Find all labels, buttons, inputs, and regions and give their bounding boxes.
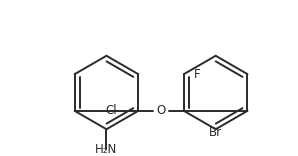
- Text: F: F: [193, 68, 200, 81]
- Text: H₂N: H₂N: [95, 143, 118, 156]
- Text: O: O: [156, 104, 166, 117]
- Text: Br: Br: [209, 126, 222, 139]
- Text: Cl: Cl: [105, 104, 117, 117]
